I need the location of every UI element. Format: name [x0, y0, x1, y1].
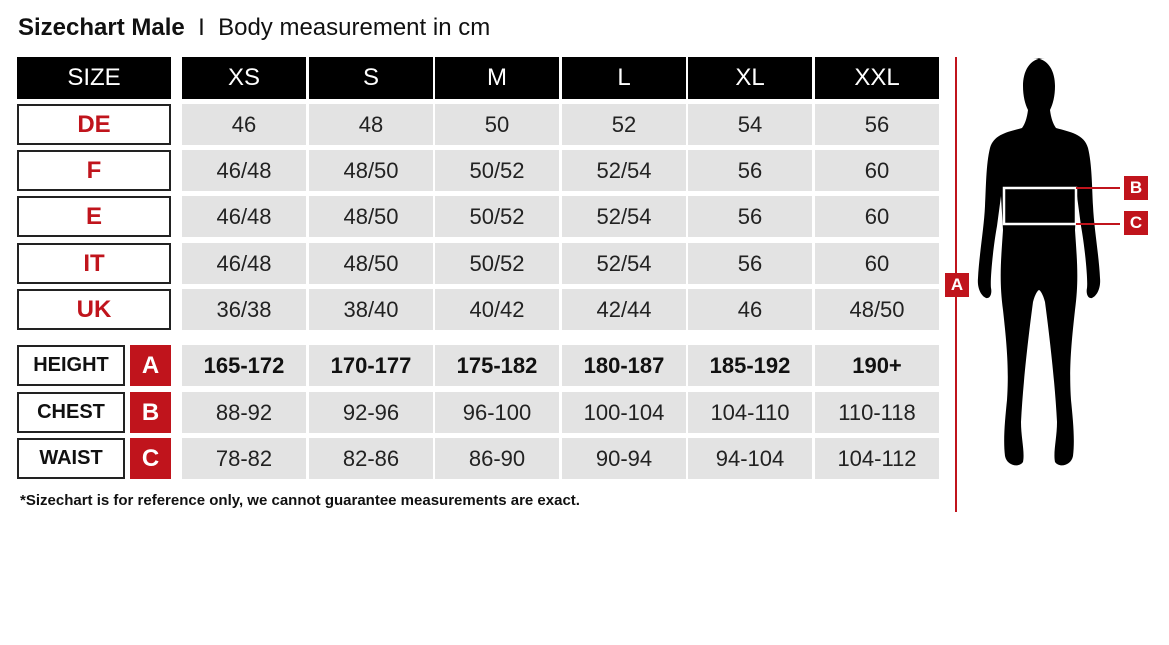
table-cell: 38/40 [309, 289, 433, 330]
measurement-cell: 190+ [815, 345, 939, 386]
measurement-marker: B [130, 392, 171, 433]
measurement-cell: 170-177 [309, 345, 433, 386]
footnote: *Sizechart is for reference only, we can… [20, 492, 580, 509]
size-header-xs: XS [182, 57, 306, 99]
measurement-cell: 180-187 [562, 345, 686, 386]
size-header-m: M [435, 57, 559, 99]
table-cell: 54 [688, 104, 812, 145]
table-cell: 52/54 [562, 196, 686, 237]
table-cell: 50/52 [435, 150, 559, 191]
title-main: Sizechart Male [18, 14, 185, 41]
measurement-marker: C [130, 438, 171, 479]
table-cell: 48/50 [815, 289, 939, 330]
page-title: Sizechart Male I Body measurement in cm [18, 14, 490, 42]
table-cell: 48/50 [309, 150, 433, 191]
measurement-cell: 88-92 [182, 392, 306, 433]
size-header-l: L [562, 57, 686, 99]
table-cell: 60 [815, 243, 939, 284]
table-cell: 50 [435, 104, 559, 145]
row-label-f: F [17, 150, 171, 191]
table-cell: 56 [688, 196, 812, 237]
table-cell: 40/42 [435, 289, 559, 330]
body-silhouette [977, 58, 1120, 466]
table-cell: 36/38 [182, 289, 306, 330]
measurement-label-waist: WAIST [17, 438, 125, 479]
table-cell: 48 [309, 104, 433, 145]
table-cell: 46 [182, 104, 306, 145]
size-header-xl: XL [688, 57, 812, 99]
measurement-cell: 175-182 [435, 345, 559, 386]
waist-marker: C [1124, 211, 1148, 235]
measurement-cell: 100-104 [562, 392, 686, 433]
measurement-cell: 165-172 [182, 345, 306, 386]
measurement-cell: 86-90 [435, 438, 559, 479]
measurement-cell: 104-110 [688, 392, 812, 433]
table-cell: 50/52 [435, 196, 559, 237]
table-cell: 46/48 [182, 243, 306, 284]
title-separator: I [198, 14, 205, 41]
table-cell: 48/50 [309, 196, 433, 237]
table-cell: 56 [688, 150, 812, 191]
size-header-label: SIZE [17, 57, 171, 99]
measurement-label-height: HEIGHT [17, 345, 125, 386]
measurement-cell: 110-118 [815, 392, 939, 433]
table-cell: 56 [688, 243, 812, 284]
measurement-cell: 94-104 [688, 438, 812, 479]
table-cell: 46/48 [182, 196, 306, 237]
measurement-marker: A [130, 345, 171, 386]
measurement-cell: 82-86 [309, 438, 433, 479]
table-cell: 50/52 [435, 243, 559, 284]
measurement-label-chest: CHEST [17, 392, 125, 433]
size-header-s: S [309, 57, 433, 99]
title-subtitle: Body measurement in cm [218, 14, 491, 41]
row-label-it: IT [17, 243, 171, 284]
row-label-uk: UK [17, 289, 171, 330]
measurement-cell: 78-82 [182, 438, 306, 479]
table-cell: 46 [688, 289, 812, 330]
measurement-cell: 90-94 [562, 438, 686, 479]
chest-marker: B [1124, 176, 1148, 200]
measurement-cell: 92-96 [309, 392, 433, 433]
measurement-cell: 96-100 [435, 392, 559, 433]
table-cell: 46/48 [182, 150, 306, 191]
row-label-de: DE [17, 104, 171, 145]
row-label-e: E [17, 196, 171, 237]
table-cell: 42/44 [562, 289, 686, 330]
table-cell: 52/54 [562, 243, 686, 284]
table-cell: 60 [815, 196, 939, 237]
measurement-cell: 185-192 [688, 345, 812, 386]
table-cell: 52/54 [562, 150, 686, 191]
table-cell: 56 [815, 104, 939, 145]
table-cell: 52 [562, 104, 686, 145]
table-cell: 48/50 [309, 243, 433, 284]
height-marker: A [945, 273, 969, 297]
table-cell: 60 [815, 150, 939, 191]
size-header-xxl: XXL [815, 57, 939, 99]
measurement-cell: 104-112 [815, 438, 939, 479]
